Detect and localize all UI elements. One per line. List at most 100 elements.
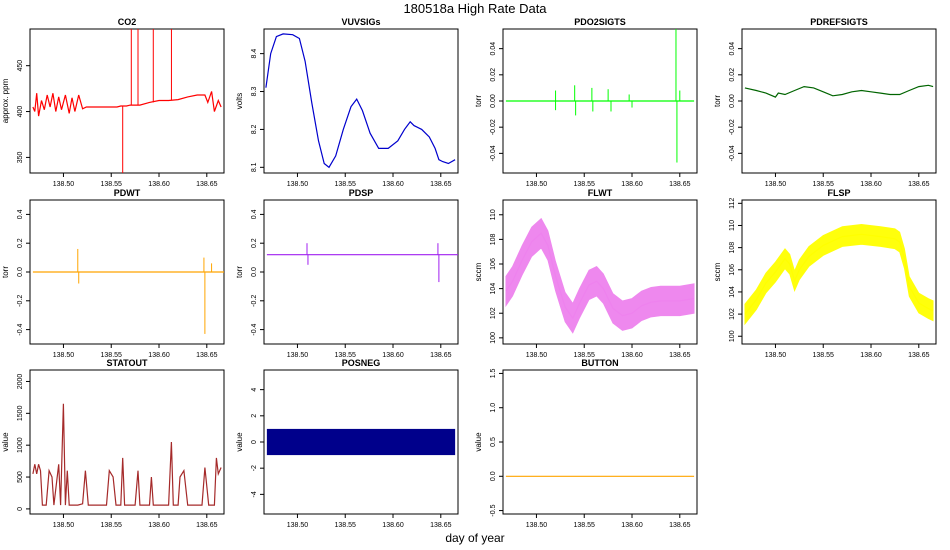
y-tick-label: 350: [17, 151, 24, 163]
x-tick-label: 138.60: [148, 522, 170, 529]
y-tick-label: -0.02: [729, 119, 736, 135]
x-tick-label: 138.50: [53, 352, 75, 359]
chart-pdsp: PDSP torr -0.4 -0.2 0.0 0.2 0.4 138.50 138.55 138…: [235, 188, 459, 359]
x-tick-label: 138.50: [526, 181, 548, 188]
y-tick-label: 4: [251, 388, 258, 392]
plot-frame: [741, 28, 937, 174]
y-tick-label: 0.02: [490, 68, 497, 82]
chart-title: CO2: [118, 17, 137, 27]
y-tick-label: 8.2: [251, 124, 258, 134]
series-line: [265, 33, 456, 169]
y-tick-label: 0.2: [251, 238, 258, 248]
x-tick-label: 138.55: [813, 181, 835, 188]
x-tick-label: 138.60: [621, 522, 643, 529]
y-tick-label: 1000: [17, 437, 24, 453]
y-tick-label: 106: [490, 258, 497, 270]
y-tick-label: -0.2: [251, 295, 258, 307]
y-tick-label: -4: [251, 491, 258, 497]
x-tick-label: 138.50: [526, 352, 548, 359]
y-tick-label: 102: [490, 307, 497, 319]
y-axis-label: value: [235, 432, 244, 452]
y-tick-label: -0.4: [251, 323, 258, 335]
x-axis-caption: day of year: [445, 531, 505, 545]
x-tick-label: 138.50: [287, 522, 309, 529]
chart-statout: STATOUT value 0 500 1000 1500 2000 138.50 138.55…: [1, 358, 225, 529]
x-tick-label: 138.55: [813, 352, 835, 359]
x-tick-label: 138.60: [621, 181, 643, 188]
chart-title: PDSP: [349, 188, 374, 198]
page-title: 180518a High Rate Data: [403, 1, 547, 16]
y-tick-label: 110: [490, 209, 497, 220]
chart-flwt: FLWT sccm 100 102 104 106 108 110 138.50 138.55 13…: [474, 188, 698, 359]
plot-frame: [263, 28, 459, 174]
y-tick-label: 0.00: [490, 94, 497, 108]
x-tick-label: 138.50: [765, 181, 787, 188]
y-tick-label: -0.04: [729, 145, 736, 161]
y-axis-label: sccm: [474, 262, 483, 281]
y-tick-label: 1500: [17, 405, 24, 421]
y-tick-label: 0.4: [251, 209, 258, 219]
chart-title: VUVSIGs: [341, 17, 380, 27]
x-tick-label: 138.65: [908, 352, 930, 359]
x-tick-label: 138.55: [335, 181, 357, 188]
y-tick-label: 106: [729, 264, 736, 276]
y-tick-label: -0.04: [490, 145, 497, 161]
y-axis-label: volts: [235, 93, 244, 109]
x-tick-label: 138.55: [335, 352, 357, 359]
x-tick-label: 138.65: [908, 181, 930, 188]
noise-band: [505, 217, 695, 334]
y-tick-label: 0.5: [490, 437, 497, 447]
plot-frame: [741, 199, 937, 345]
chart-title: PDWT: [114, 188, 141, 198]
x-tick-label: 138.65: [196, 522, 218, 529]
chart-title: POSNEG: [342, 358, 381, 368]
x-tick-label: 138.65: [669, 352, 691, 359]
x-tick-label: 138.60: [382, 522, 404, 529]
plot-frame: [502, 199, 698, 345]
x-tick-label: 138.60: [382, 352, 404, 359]
y-tick-label: 1.5: [490, 368, 497, 378]
x-tick-label: 138.65: [669, 522, 691, 529]
x-tick-label: 138.55: [574, 522, 596, 529]
y-axis-label: torr: [474, 95, 483, 107]
y-tick-label: 110: [729, 220, 736, 231]
x-tick-label: 138.50: [765, 352, 787, 359]
x-tick-label: 138.65: [669, 181, 691, 188]
y-axis-label: torr: [713, 95, 722, 107]
y-tick-label: 100: [729, 330, 736, 342]
y-tick-label: 104: [729, 286, 736, 298]
chart-title: BUTTON: [581, 358, 618, 368]
plot-frame: [29, 28, 225, 174]
y-tick-label: -0.4: [17, 323, 24, 335]
x-tick-label: 138.60: [382, 181, 404, 188]
y-tick-label: 400: [17, 106, 24, 118]
chart-co2: CO2 approx. ppm 350 400 450 138.50 138.55 138.6…: [1, 17, 225, 188]
y-tick-label: -0.2: [17, 295, 24, 307]
x-tick-label: 138.55: [335, 522, 357, 529]
chart-vuvsigs: VUVSIGs volts 8.1 8.2 8.3 8.4 138.50 138.55 138.…: [235, 17, 459, 188]
series-line: [32, 403, 222, 506]
area-band: [266, 428, 456, 456]
y-tick-label: 100: [490, 332, 497, 344]
chart-title: FLSP: [827, 188, 850, 198]
x-tick-label: 138.55: [574, 181, 596, 188]
y-axis-label: sccm: [713, 262, 722, 281]
x-tick-label: 138.55: [101, 181, 123, 188]
series-line: [32, 91, 222, 117]
x-tick-label: 138.55: [101, 522, 123, 529]
x-tick-label: 138.50: [53, 181, 75, 188]
y-tick-label: 0: [17, 507, 24, 511]
y-tick-label: 0.2: [17, 238, 24, 248]
y-tick-label: 8.4: [251, 49, 258, 59]
y-tick-label: 0: [251, 440, 258, 444]
x-tick-label: 138.65: [430, 522, 452, 529]
chart-title: PDO2SIGTS: [574, 17, 626, 27]
chart-title: PDREFSIGTS: [810, 17, 868, 27]
series-line: [744, 84, 934, 98]
y-tick-label: 112: [729, 198, 736, 209]
plot-frame: [29, 369, 225, 515]
y-tick-label: 102: [729, 308, 736, 320]
y-tick-label: 1.0: [490, 403, 497, 413]
y-axis-label: value: [1, 432, 10, 452]
